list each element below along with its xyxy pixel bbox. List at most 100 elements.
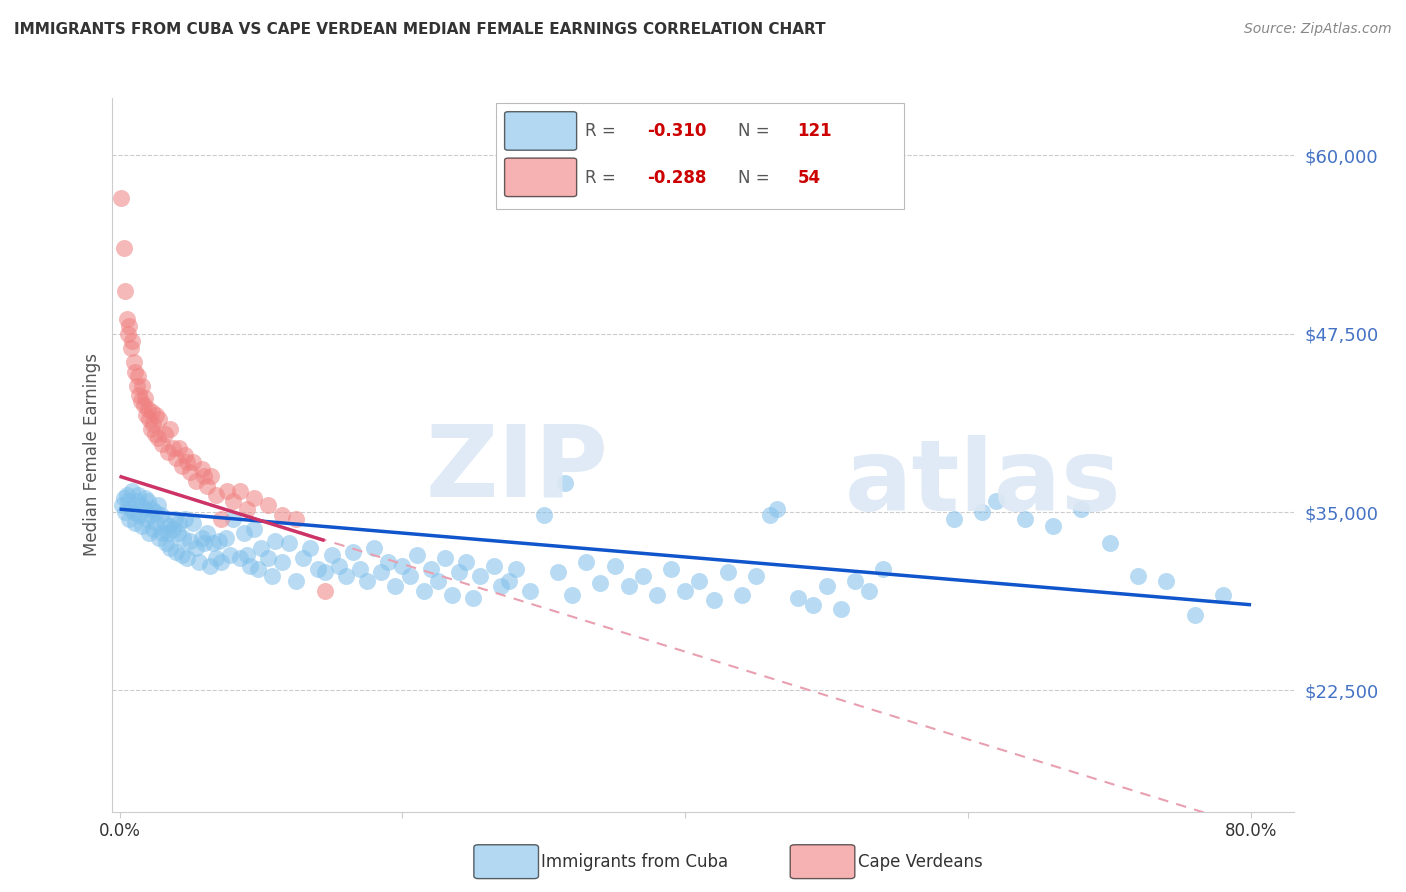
Point [190, 462, 212, 476]
Text: Source: ZipAtlas.com: Source: ZipAtlas.com [1244, 22, 1392, 37]
Point [173, 512, 195, 526]
Point [125, 379, 148, 393]
Point [134, 391, 156, 405]
Point [222, 493, 245, 508]
Point [561, 588, 583, 602]
Point [1098, 536, 1121, 550]
Point [1042, 519, 1064, 533]
Point [159, 541, 181, 555]
Point [190, 531, 212, 545]
Point [153, 516, 176, 531]
Text: IMMIGRANTS FROM CUBA VS CAPE VERDEAN MEDIAN FEMALE EARNINGS CORRELATION CHART: IMMIGRANTS FROM CUBA VS CAPE VERDEAN MED… [14, 22, 825, 37]
Point [198, 559, 221, 574]
Point [405, 548, 427, 562]
Point [426, 574, 449, 588]
Point [134, 491, 156, 505]
Point [314, 583, 336, 598]
Point [149, 508, 172, 522]
Point [419, 562, 441, 576]
Text: ZIP: ZIP [426, 421, 609, 517]
Point [215, 483, 238, 498]
Point [165, 545, 187, 559]
Point [131, 379, 153, 393]
Point [257, 498, 280, 512]
Point [170, 548, 193, 562]
Point [139, 508, 162, 522]
Point [285, 574, 308, 588]
Point [454, 555, 477, 569]
Point [146, 431, 169, 445]
Point [142, 522, 165, 536]
Point [243, 491, 266, 505]
Point [112, 491, 135, 505]
Point [124, 516, 146, 531]
Point [554, 476, 576, 491]
Point [229, 483, 252, 498]
Point [222, 512, 245, 526]
Point [157, 519, 180, 533]
Point [285, 512, 308, 526]
Point [135, 408, 157, 422]
Point [132, 502, 155, 516]
Text: 54: 54 [797, 169, 821, 187]
Point [314, 565, 336, 579]
Text: 121: 121 [797, 122, 832, 140]
Point [377, 555, 399, 569]
Point [122, 355, 145, 369]
Point [1212, 588, 1234, 602]
Point [1184, 607, 1206, 622]
Point [631, 569, 654, 583]
Point [193, 469, 215, 483]
Point [131, 519, 153, 533]
Point [187, 555, 209, 569]
Point [111, 498, 134, 512]
FancyBboxPatch shape [505, 112, 576, 150]
Point [484, 559, 506, 574]
Point [115, 312, 138, 326]
Point [118, 512, 141, 526]
Point [172, 531, 194, 545]
Point [236, 502, 259, 516]
Point [181, 516, 204, 531]
Text: N =: N = [738, 122, 775, 140]
Text: N =: N = [738, 169, 775, 187]
Point [858, 583, 880, 598]
Point [112, 241, 135, 255]
Point [703, 593, 725, 607]
Point [170, 459, 193, 474]
Point [204, 550, 226, 565]
Point [120, 502, 142, 516]
Point [830, 602, 852, 616]
Point [972, 505, 994, 519]
Point [363, 541, 385, 555]
Point [176, 455, 198, 469]
Text: R =: R = [585, 122, 621, 140]
Point [218, 548, 240, 562]
Point [731, 588, 754, 602]
Point [150, 526, 173, 541]
Point [236, 548, 259, 562]
Point [247, 562, 270, 576]
Point [470, 569, 492, 583]
Point [127, 369, 149, 384]
Point [136, 493, 159, 508]
Point [193, 536, 215, 550]
Text: -0.288: -0.288 [648, 169, 707, 187]
Point [645, 588, 668, 602]
Point [141, 405, 163, 419]
Point [533, 508, 555, 522]
Point [844, 574, 866, 588]
Point [787, 591, 810, 605]
Point [264, 533, 287, 548]
Point [200, 469, 222, 483]
Point [589, 576, 612, 591]
Text: -0.310: -0.310 [648, 122, 707, 140]
Point [257, 550, 280, 565]
Point [250, 541, 273, 555]
Point [271, 555, 294, 569]
Point [433, 550, 456, 565]
Point [659, 562, 682, 576]
Point [815, 579, 838, 593]
Point [547, 565, 569, 579]
Point [801, 598, 824, 612]
